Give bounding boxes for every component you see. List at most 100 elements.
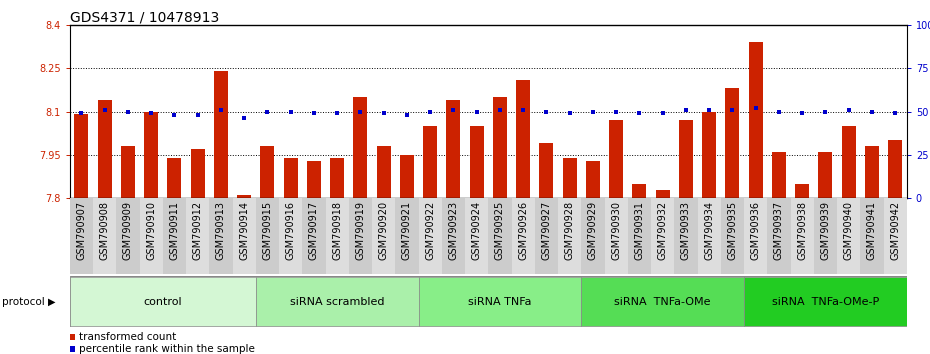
Bar [98, 100, 112, 198]
Bar [121, 146, 135, 198]
Bar [539, 143, 553, 198]
Bar [74, 114, 88, 198]
Text: siRNA scrambled: siRNA scrambled [290, 297, 384, 307]
Text: GSM790910: GSM790910 [146, 200, 156, 259]
Text: GSM790912: GSM790912 [193, 200, 203, 259]
Bar [628, 198, 651, 274]
Bar [632, 184, 646, 198]
Bar [674, 198, 698, 274]
Bar [423, 126, 437, 198]
Text: GSM790908: GSM790908 [100, 200, 110, 259]
Bar [814, 198, 837, 274]
Bar [586, 161, 600, 198]
Bar [349, 198, 372, 274]
Text: GDS4371 / 10478913: GDS4371 / 10478913 [70, 11, 219, 25]
Bar [865, 146, 879, 198]
Bar [191, 149, 205, 198]
Bar [279, 198, 302, 274]
Bar [888, 141, 902, 198]
Bar [493, 97, 507, 198]
Bar [144, 112, 158, 198]
Text: GSM790923: GSM790923 [448, 200, 458, 259]
Bar [656, 190, 670, 198]
Text: GSM790927: GSM790927 [541, 200, 551, 260]
Text: GSM790929: GSM790929 [588, 200, 598, 259]
Text: GSM790907: GSM790907 [76, 200, 86, 259]
Bar [260, 146, 274, 198]
Text: GSM790922: GSM790922 [425, 200, 435, 260]
Bar [609, 120, 623, 198]
Bar [116, 198, 140, 274]
Bar [284, 158, 298, 198]
Text: GSM790933: GSM790933 [681, 200, 691, 259]
Bar [302, 198, 325, 274]
Bar [721, 198, 744, 274]
Bar [209, 198, 232, 274]
Text: GSM790913: GSM790913 [216, 200, 226, 259]
Bar [818, 152, 832, 198]
Text: control: control [143, 297, 182, 307]
Bar [795, 184, 809, 198]
Bar [214, 71, 228, 198]
Bar [353, 97, 367, 198]
Text: transformed count: transformed count [79, 332, 176, 342]
Bar [237, 195, 251, 198]
Bar [372, 198, 395, 274]
Text: GSM790931: GSM790931 [634, 200, 644, 259]
Text: GSM790918: GSM790918 [332, 200, 342, 259]
Text: GSM790938: GSM790938 [797, 200, 807, 259]
Bar [563, 158, 577, 198]
Bar [470, 126, 484, 198]
Bar [679, 120, 693, 198]
Bar [256, 277, 418, 326]
Text: GSM790939: GSM790939 [820, 200, 830, 259]
Text: GSM790911: GSM790911 [169, 200, 179, 259]
Text: GSM790914: GSM790914 [239, 200, 249, 259]
Bar [488, 198, 512, 274]
Text: GSM790919: GSM790919 [355, 200, 365, 259]
Bar [790, 198, 814, 274]
Bar [400, 155, 414, 198]
Text: GSM790942: GSM790942 [890, 200, 900, 259]
Text: GSM790930: GSM790930 [611, 200, 621, 259]
Bar [418, 198, 442, 274]
Bar [558, 198, 581, 274]
Text: GSM790937: GSM790937 [774, 200, 784, 259]
Bar [702, 112, 716, 198]
Bar [581, 198, 604, 274]
Bar [446, 100, 460, 198]
Bar [93, 198, 116, 274]
Bar [395, 198, 418, 274]
Bar [604, 198, 628, 274]
Text: GSM790936: GSM790936 [751, 200, 761, 259]
Text: GSM790920: GSM790920 [379, 200, 389, 259]
Text: siRNA  TNFa-OMe-P: siRNA TNFa-OMe-P [772, 297, 879, 307]
Text: GSM790926: GSM790926 [518, 200, 528, 259]
Bar [418, 277, 581, 326]
Bar [465, 198, 488, 274]
Text: GSM790915: GSM790915 [262, 200, 272, 259]
Text: GSM790924: GSM790924 [472, 200, 482, 259]
Bar [744, 198, 767, 274]
Text: GSM790928: GSM790928 [565, 200, 575, 259]
Text: GSM790932: GSM790932 [658, 200, 668, 259]
Bar [232, 198, 256, 274]
Text: GSM790916: GSM790916 [286, 200, 296, 259]
Bar [307, 161, 321, 198]
Bar [516, 80, 530, 198]
Bar [163, 198, 186, 274]
Bar [512, 198, 535, 274]
Text: ▶: ▶ [48, 297, 56, 307]
Bar [326, 198, 349, 274]
Bar [186, 198, 209, 274]
Bar [581, 277, 744, 326]
Bar [698, 198, 721, 274]
Bar [167, 158, 181, 198]
Text: percentile rank within the sample: percentile rank within the sample [79, 344, 255, 354]
Bar [767, 198, 790, 274]
Bar [140, 198, 163, 274]
Bar [772, 152, 786, 198]
Bar [442, 198, 465, 274]
Text: GSM790917: GSM790917 [309, 200, 319, 259]
Text: GSM790934: GSM790934 [704, 200, 714, 259]
